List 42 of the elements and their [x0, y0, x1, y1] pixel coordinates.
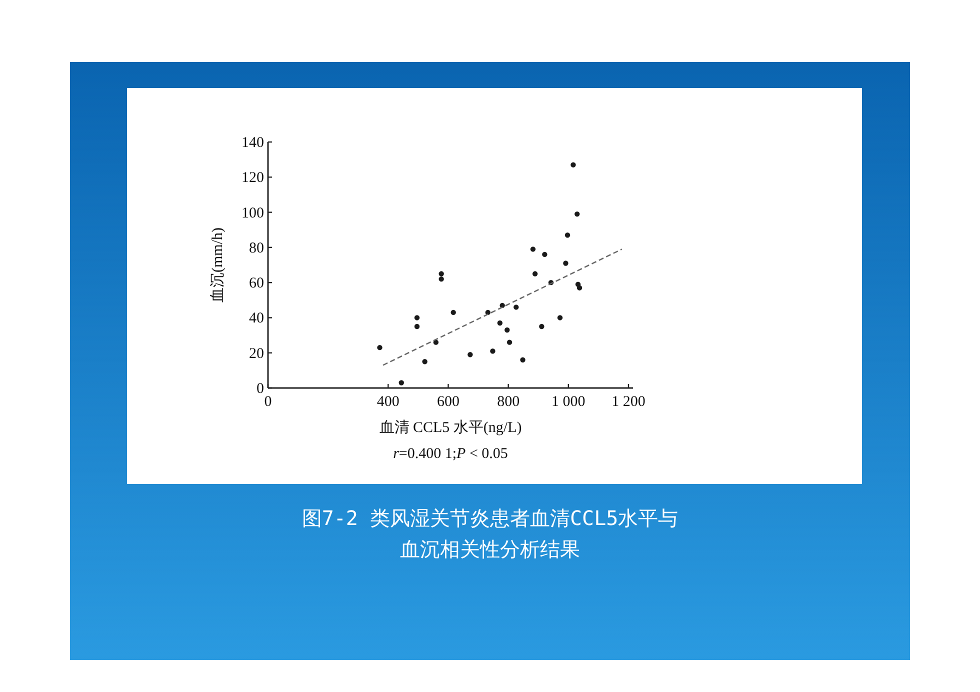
point	[557, 315, 563, 320]
point	[504, 327, 510, 333]
point	[414, 324, 420, 330]
point	[570, 162, 576, 168]
point	[564, 232, 570, 238]
y-tick-label: 120	[242, 170, 264, 186]
point	[520, 357, 526, 362]
y-tick-label: 140	[242, 135, 264, 151]
x-tick-label: 1 200	[612, 394, 646, 410]
point	[506, 340, 512, 345]
y-tick-label: 60	[249, 276, 264, 292]
point	[438, 276, 444, 282]
point	[530, 246, 536, 252]
x-tick-label: 800	[497, 394, 520, 410]
point	[574, 211, 580, 217]
point	[438, 271, 444, 276]
point	[414, 315, 420, 320]
y-tick-label: 40	[249, 310, 264, 327]
point	[377, 344, 382, 350]
point	[532, 271, 538, 276]
y-tick-label: 80	[249, 240, 264, 256]
point	[468, 352, 473, 358]
text: r=0.400 1;P < 0.05	[393, 446, 508, 462]
x-tick-label: 600	[436, 394, 460, 410]
point	[490, 348, 496, 354]
point	[576, 285, 582, 290]
text: 图7-2 类风湿关节炎患者血清CCL5水平与血沉相关性分析结果	[302, 506, 678, 561]
x-axis-title: 血清 CCL5 水平(ng/L)	[379, 419, 522, 436]
y-axis-title: 血沉(mm/h)	[209, 228, 226, 302]
x-tick-label: 400	[376, 394, 400, 410]
point	[539, 324, 544, 330]
y-tick-label: 0	[256, 381, 264, 397]
point	[542, 252, 548, 258]
x-tick-label: 1 000	[552, 394, 586, 410]
point	[514, 304, 519, 310]
point	[563, 260, 568, 266]
point	[422, 359, 428, 364]
point	[398, 380, 404, 386]
point	[497, 320, 503, 326]
y-tick-label: 100	[242, 205, 264, 222]
y-tick-label: 20	[249, 346, 264, 362]
point	[450, 310, 456, 316]
